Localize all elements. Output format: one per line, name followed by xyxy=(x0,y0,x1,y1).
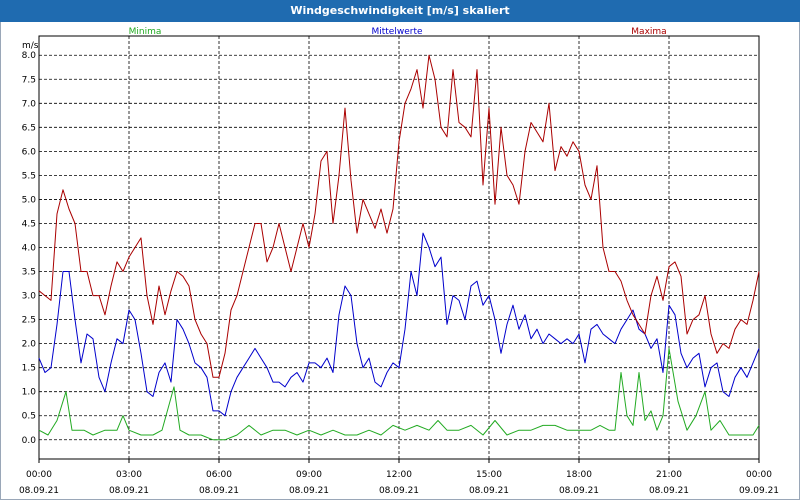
series-line-minima xyxy=(38,347,760,441)
y-tick-label: 5.0 xyxy=(22,195,37,205)
y-tick-label: 6.5 xyxy=(22,123,36,133)
x-tick-date: 08.09.21 xyxy=(109,486,149,496)
y-tick-label: 5.5 xyxy=(22,171,36,181)
legend-mittelwerte: Mittelwerte xyxy=(371,27,422,37)
y-tick-label: 1.0 xyxy=(22,388,37,398)
y-tick-label: 4.5 xyxy=(22,219,36,229)
y-tick-label: 1.5 xyxy=(22,364,36,374)
y-axis-label: m/s xyxy=(22,41,39,51)
y-tick-label: 0.0 xyxy=(22,436,37,446)
x-tick-time: 18:00 xyxy=(566,470,592,480)
y-tick-label: 7.5 xyxy=(22,75,36,85)
title-bar xyxy=(0,0,800,22)
y-tick-label: 2.0 xyxy=(22,340,37,350)
series-line-mittelwerte xyxy=(38,232,760,417)
y-tick-label: 4.0 xyxy=(22,244,37,254)
legend-minima: Minima xyxy=(129,27,162,37)
x-tick-time: 00:00 xyxy=(746,470,772,480)
x-tick-date: 09.09.21 xyxy=(739,486,779,496)
window-title: Windgeschwindigkeit [m/s] skaliert xyxy=(290,4,510,17)
y-tick-label: 0.5 xyxy=(22,412,36,422)
x-tick-date: 08.09.21 xyxy=(289,486,329,496)
x-tick-time: 15:00 xyxy=(476,470,502,480)
x-tick-time: 09:00 xyxy=(296,470,322,480)
series-lines xyxy=(38,54,760,441)
y-tick-label: 8.0 xyxy=(22,51,37,61)
x-tick-date: 08.09.21 xyxy=(649,486,689,496)
y-tick-label: 6.0 xyxy=(22,147,37,157)
y-tick-label: 3.5 xyxy=(22,268,36,278)
y-tick-label: 3.0 xyxy=(22,292,37,302)
x-tick-time: 00:00 xyxy=(26,470,52,480)
series-line-maxima xyxy=(38,54,760,378)
x-tick-time: 03:00 xyxy=(116,470,142,480)
y-tick-label: 7.0 xyxy=(22,99,37,109)
x-tick-date: 08.09.21 xyxy=(19,486,59,496)
x-tick-date: 08.09.21 xyxy=(199,486,239,496)
y-tick-label: 2.5 xyxy=(22,316,36,326)
legend-maxima: Maxima xyxy=(631,27,666,37)
y-axis-ticks: 0.0 0.5 1.0 1.5 2.0 2.5 3.0 3.5 4.0 4.5 5.0 5.5 6.0 6… xyxy=(22,51,37,446)
x-tick-time: 06:00 xyxy=(206,470,232,480)
x-tick-date: 08.09.21 xyxy=(559,486,599,496)
grid xyxy=(39,36,759,459)
x-tick-time: 12:00 xyxy=(386,470,412,480)
x-axis-ticks: 00:00 08.09.21 03:00 08.09.21 06:00 08.09.21 0… xyxy=(19,459,779,496)
x-tick-time: 21:00 xyxy=(656,470,682,480)
x-tick-date: 08.09.21 xyxy=(379,486,419,496)
x-tick-date: 08.09.21 xyxy=(469,486,509,496)
